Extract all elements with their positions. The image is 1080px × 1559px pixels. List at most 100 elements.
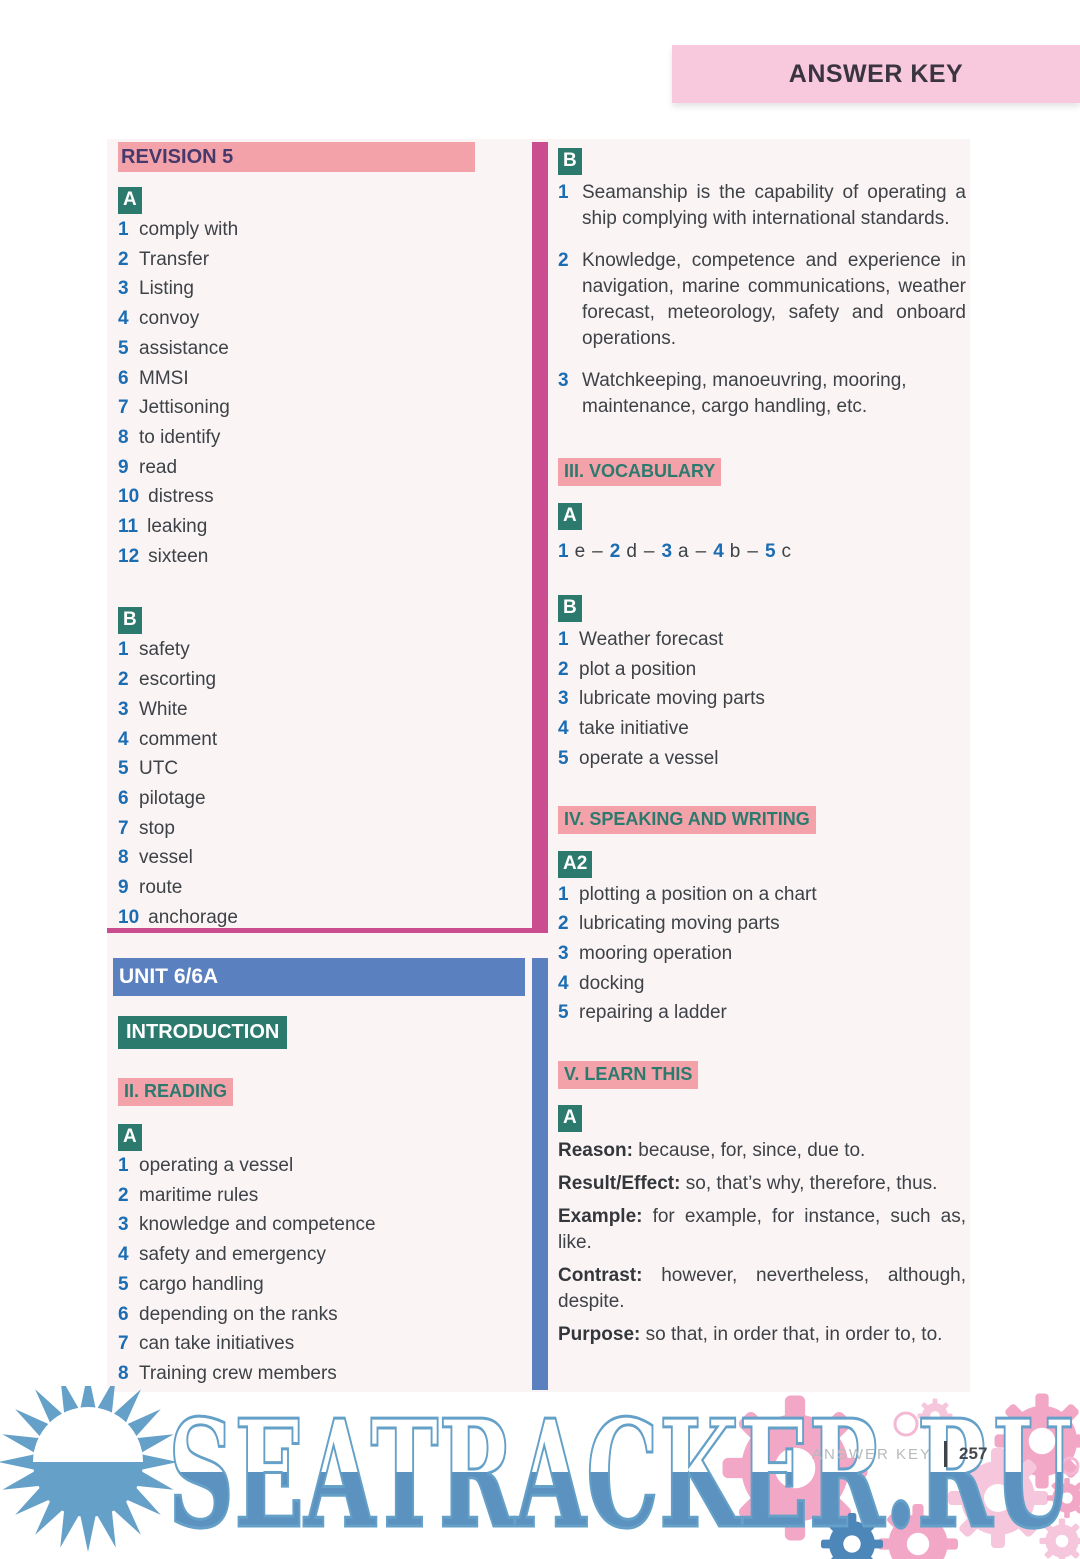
footer-divider <box>944 1441 948 1467</box>
section-label-a: A <box>118 187 142 214</box>
learn-term: Result/Effect: <box>558 1173 681 1195</box>
section-label-b: B <box>118 607 142 635</box>
answer-text: stop <box>139 817 175 839</box>
answer-number: 8 <box>118 426 129 448</box>
section-label-a: A <box>558 503 582 530</box>
match-separator: – <box>643 541 655 562</box>
answer-number: 3 <box>118 1214 129 1236</box>
answer-text: operating a vessel <box>139 1155 294 1176</box>
match-pair: 5c– <box>765 541 791 562</box>
footer-section-label: ANSWER KEY <box>812 1445 933 1463</box>
revision-divider-bar <box>532 142 548 933</box>
answer-row: 4 take initiative <box>558 714 966 744</box>
answer-row: 2 plot a position <box>558 655 966 685</box>
answer-number: 9 <box>118 877 129 899</box>
section-label-a: A <box>118 1124 142 1151</box>
unit-divider-bar <box>532 958 548 1390</box>
answer-text: lubricate moving parts <box>579 688 765 710</box>
answer-row: 11 leaking <box>118 512 475 542</box>
match-pair: 4 b – <box>713 541 765 562</box>
revision-b-list: 1 safety 2 escorting 3 White 4 comment 5… <box>118 635 475 932</box>
answer-number: 5 <box>118 337 129 359</box>
answer-text: escorting <box>139 669 217 691</box>
answer-row: 6 pilotage <box>118 784 475 814</box>
answer-paragraph: 2 Knowledge, competence and experience i… <box>558 248 966 352</box>
answer-text: knowledge and competence <box>139 1214 376 1236</box>
answer-key-banner: ANSWER KEY <box>672 45 1080 103</box>
answer-text: Jettisoning <box>139 397 230 419</box>
answer-number: 9 <box>118 456 129 478</box>
answer-number: 10 <box>118 486 140 508</box>
answer-text: take initiative <box>579 718 689 740</box>
watermark-text: SEATRACKER.RU <box>168 1387 1073 1559</box>
match-letter: b <box>729 541 741 562</box>
answer-row: 4 convoy <box>118 304 475 334</box>
answer-number: 1 <box>558 883 569 905</box>
answer-number: 5 <box>118 1273 129 1295</box>
answer-row: 5 operate a vessel <box>558 744 966 774</box>
answer-text: can take initiatives <box>139 1333 295 1355</box>
ring-icon <box>1060 1456 1080 1476</box>
answer-text: Seamanship is the capability of operatin… <box>582 182 966 229</box>
answer-number: 1 <box>118 219 129 240</box>
revision-title: REVISION 5 <box>118 142 475 172</box>
answer-text: route <box>139 877 183 899</box>
learn-this-list: Reason: because, for, since, due to. Res… <box>558 1138 966 1348</box>
answer-text: MMSI <box>139 367 189 389</box>
answer-row: 10 distress <box>118 482 475 512</box>
answer-number: 8 <box>118 1362 129 1384</box>
answer-text: White <box>139 698 188 720</box>
match-number: 5 <box>764 541 776 562</box>
learn-definition: because, for, since, due to. <box>638 1140 866 1162</box>
answer-text: read <box>139 456 178 478</box>
answer-number: 8 <box>118 847 129 869</box>
answer-text: distress <box>148 486 214 508</box>
answer-text: Transfer <box>139 248 210 270</box>
match-separator: – <box>747 541 758 562</box>
learn-term: Reason: <box>558 1140 633 1162</box>
match-number: 1 <box>558 541 569 562</box>
right-column: B 1 Seamanship is the capability of oper… <box>558 148 966 1355</box>
learn-entry: Contrast: however, nevertheless, althoug… <box>558 1263 966 1315</box>
learn-entry: Result/Effect: so, that’s why, therefore… <box>558 1171 966 1197</box>
answer-row: 7 stop <box>118 814 475 844</box>
answer-row: 4 docking <box>558 969 966 999</box>
answer-number: 2 <box>118 1184 129 1206</box>
learn-definition: so, that’s why, therefore, thus. <box>685 1173 938 1195</box>
match-number: 3 <box>661 541 673 562</box>
learn-definition: however, nevertheless, although, despite… <box>558 1265 967 1313</box>
answer-text: safety <box>139 639 190 661</box>
answer-text: mooring operation <box>579 942 733 964</box>
answer-row: 2 escorting <box>118 665 475 695</box>
answer-row: 2 maritime rules <box>118 1181 525 1211</box>
answer-text: Listing <box>139 278 194 300</box>
answer-number: 2 <box>558 250 569 271</box>
answer-text: UTC <box>139 758 179 780</box>
match-number: 4 <box>713 541 724 562</box>
answer-text: sixteen <box>148 545 209 567</box>
answer-number: 1 <box>118 639 129 661</box>
answer-number: 4 <box>558 718 569 740</box>
answer-number: 4 <box>118 1244 129 1266</box>
answer-row: 5 assistance <box>118 334 475 364</box>
answer-number: 5 <box>118 758 129 780</box>
matching-answers: 1e–2d–3a–4b–5c– <box>558 539 966 565</box>
answer-number: 7 <box>118 397 129 419</box>
answer-number: 3 <box>118 278 129 300</box>
answer-row: 7 Jettisoning <box>118 393 475 423</box>
answer-row: 2 Transfer <box>118 245 475 275</box>
revision-a-list: 1 comply with 2 Transfer 3 Listing 4 con… <box>118 215 475 571</box>
answer-number: 3 <box>118 698 129 720</box>
answer-row: 8 to identify <box>118 423 475 453</box>
speaking-a2-list: 1 plotting a position on a chart 2 lubri… <box>558 880 966 1029</box>
answer-key-banner-title: ANSWER KEY <box>788 59 964 88</box>
section-label-b: B <box>558 595 582 622</box>
answer-text: assistance <box>139 337 229 359</box>
answer-number: 3 <box>558 688 569 710</box>
answer-paragraph: 3 Watchkeeping, manoeuvring, mooring, ma… <box>558 368 966 420</box>
page-footer: ANSWER KEY 257 <box>812 1441 987 1467</box>
answer-row: 12 sixteen <box>118 542 475 572</box>
answer-text: convoy <box>139 308 200 330</box>
match-pair: 1 e – <box>558 541 610 562</box>
left-column-revision: REVISION 5 A 1 comply with 2 Transfer 3 … <box>118 142 475 932</box>
